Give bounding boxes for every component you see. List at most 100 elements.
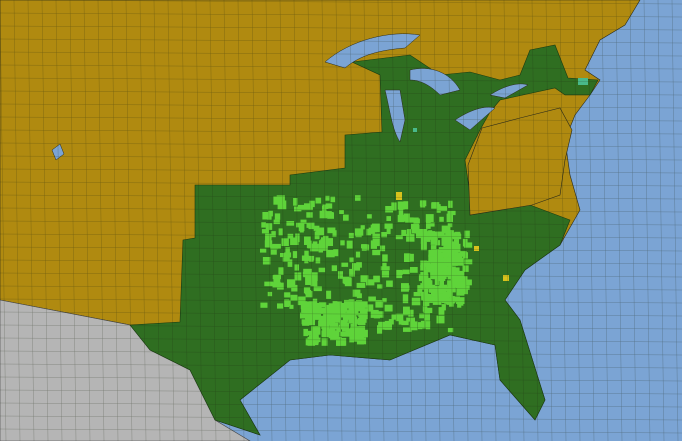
county-line	[321, 0, 329, 441]
hotspot-county	[355, 251, 361, 258]
hotspot-county	[431, 236, 438, 243]
hotspot-county	[409, 267, 418, 273]
hotspot-county	[359, 308, 366, 315]
hotspot-county	[386, 280, 393, 287]
hotspot-county	[420, 265, 426, 271]
hotspot-county	[426, 321, 431, 330]
county-line	[0, 324, 682, 330]
hotspot-county	[287, 279, 296, 289]
hotspot-county	[321, 242, 328, 251]
county-line	[139, 0, 147, 441]
hotspot-county	[333, 304, 341, 312]
hotspot-county	[423, 279, 432, 286]
hotspot-county	[303, 328, 308, 337]
hotspot-county	[356, 335, 364, 345]
hotspot-county	[306, 212, 313, 218]
county-line	[0, 220, 682, 226]
hotspot-county	[388, 319, 394, 325]
hotspot-county	[425, 214, 434, 222]
hotspot-county	[356, 282, 366, 288]
hotspot-county	[425, 294, 432, 302]
hotspot-county	[442, 295, 450, 302]
hotspot-county	[349, 336, 354, 343]
hotspot-county	[426, 260, 431, 268]
county-line	[0, 90, 682, 96]
hotspot-county	[464, 259, 473, 265]
hotspot-county	[447, 223, 453, 228]
hotspot-county	[438, 247, 445, 253]
hotspot-county	[352, 263, 360, 271]
hotspot-county	[434, 252, 444, 260]
hotspot-county	[368, 296, 376, 302]
county-line	[97, 0, 105, 441]
hotspot-county	[305, 276, 311, 285]
hotspot-county	[391, 314, 400, 320]
hotspot-county	[459, 276, 468, 283]
hotspot-county	[325, 195, 330, 201]
county-line	[405, 0, 413, 441]
hotspot-county	[338, 325, 348, 330]
hotspot-county	[402, 294, 409, 304]
hotspot-county	[280, 253, 286, 258]
county-line	[41, 0, 49, 441]
hotspot-county	[337, 309, 346, 315]
county-line	[0, 25, 682, 31]
county-line	[0, 233, 682, 239]
hotspot-county	[406, 229, 412, 238]
hotspot-county	[422, 230, 427, 235]
hotspot-county	[437, 271, 443, 277]
hotspot-county	[374, 277, 379, 283]
hotspot-county	[355, 195, 361, 201]
hotspot-county	[339, 210, 344, 214]
hotspot-county	[452, 296, 460, 303]
hotspot-county	[448, 284, 456, 293]
hotspot-county	[454, 243, 461, 253]
hotspot-county	[458, 297, 464, 306]
county-line	[0, 0, 7, 441]
hotspot-county	[420, 235, 426, 244]
hotspot-county	[356, 262, 362, 268]
county-line	[461, 0, 469, 441]
county-line	[69, 0, 77, 441]
hotspot-county	[403, 306, 410, 316]
hotspot-county	[284, 252, 292, 258]
hotspot-county	[329, 315, 336, 323]
county-line	[0, 376, 682, 382]
hotspot-county	[404, 253, 411, 262]
hotspot-county	[403, 327, 412, 332]
county-line	[0, 246, 682, 252]
county-line	[0, 207, 682, 213]
county-line	[265, 0, 273, 441]
hotspot-county	[359, 313, 368, 320]
hotspot-county	[300, 301, 307, 310]
hotspot-county	[285, 247, 290, 254]
hotspot-county	[381, 270, 390, 278]
hotspot-county	[438, 307, 445, 315]
hotspot-county	[397, 201, 405, 210]
hotspot-county	[382, 298, 387, 303]
hotspot-county	[332, 230, 337, 237]
hotspot-county	[436, 315, 445, 324]
hotspot-county	[310, 278, 318, 287]
hotspot-county	[296, 222, 302, 228]
hotspot-county	[286, 221, 295, 226]
county-line	[0, 363, 682, 369]
hotspot-county	[456, 257, 464, 266]
hotspot-county	[446, 257, 456, 265]
hotspot-county	[318, 320, 326, 327]
hotspot-county	[294, 272, 302, 281]
hotspot-county	[262, 212, 270, 220]
county-line	[111, 0, 119, 441]
hotspot-county	[401, 283, 409, 292]
county-line	[377, 0, 385, 441]
hotspot-county	[301, 307, 308, 313]
hotspot-county	[406, 234, 415, 242]
county-line	[0, 194, 682, 200]
hotspot-county	[376, 311, 384, 318]
hotspot-county	[273, 274, 281, 284]
hotspot-county	[310, 243, 319, 252]
hotspot-county	[274, 213, 281, 220]
hotspot-county	[361, 244, 367, 251]
hotspot-county	[302, 321, 310, 326]
hotspot-county	[284, 299, 290, 307]
